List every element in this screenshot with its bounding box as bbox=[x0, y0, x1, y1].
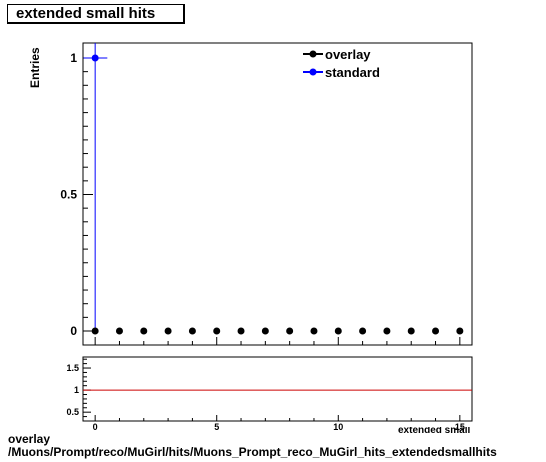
overlay-point bbox=[407, 327, 415, 335]
legend-marker-standard bbox=[309, 68, 317, 76]
x-tick-label: 15 bbox=[455, 422, 465, 432]
plot-title: extended small hits bbox=[16, 5, 156, 22]
legend-label-standard: standard bbox=[325, 65, 380, 80]
standard-point bbox=[91, 54, 99, 62]
plot-title-box bbox=[7, 4, 185, 24]
y-tick-label: 0.5 bbox=[60, 188, 77, 202]
ratio-y-tick-label: 1 bbox=[74, 385, 79, 395]
overlay-point bbox=[310, 327, 318, 335]
footer-line1: overlay bbox=[8, 432, 51, 446]
overlay-point bbox=[164, 327, 172, 335]
overlay-point bbox=[456, 327, 464, 335]
overlay-point bbox=[334, 327, 342, 335]
overlay-point bbox=[115, 327, 123, 335]
overlay-point bbox=[213, 327, 221, 335]
y-tick-label: 0 bbox=[70, 324, 77, 338]
x-tick-label: 0 bbox=[93, 422, 98, 432]
ratio-y-tick-label: 0.5 bbox=[66, 407, 79, 417]
y-tick-label: 1 bbox=[70, 51, 77, 65]
x-tick-label: 10 bbox=[333, 422, 343, 432]
overlay-point bbox=[237, 327, 245, 335]
overlay-point bbox=[261, 327, 269, 335]
overlay-point bbox=[140, 327, 148, 335]
ratio-plot-frame bbox=[82, 356, 473, 422]
overlay-point bbox=[91, 327, 99, 335]
footer-line2: /Muons/Prompt/reco/MuGirl/hits/Muons_Pro… bbox=[8, 445, 497, 459]
x-axis-label: extended small hits bbox=[398, 427, 470, 436]
x-tick-label: 5 bbox=[214, 422, 219, 432]
overlay-point bbox=[359, 327, 367, 335]
main-plot-frame bbox=[82, 42, 473, 346]
overlay-point bbox=[188, 327, 196, 335]
overlay-point bbox=[383, 327, 391, 335]
legend-marker-overlay bbox=[309, 50, 317, 58]
ratio-y-tick-label: 1.5 bbox=[66, 363, 79, 373]
legend-label-overlay: overlay bbox=[325, 47, 371, 62]
overlay-point bbox=[286, 327, 294, 335]
overlay-point bbox=[432, 327, 440, 335]
